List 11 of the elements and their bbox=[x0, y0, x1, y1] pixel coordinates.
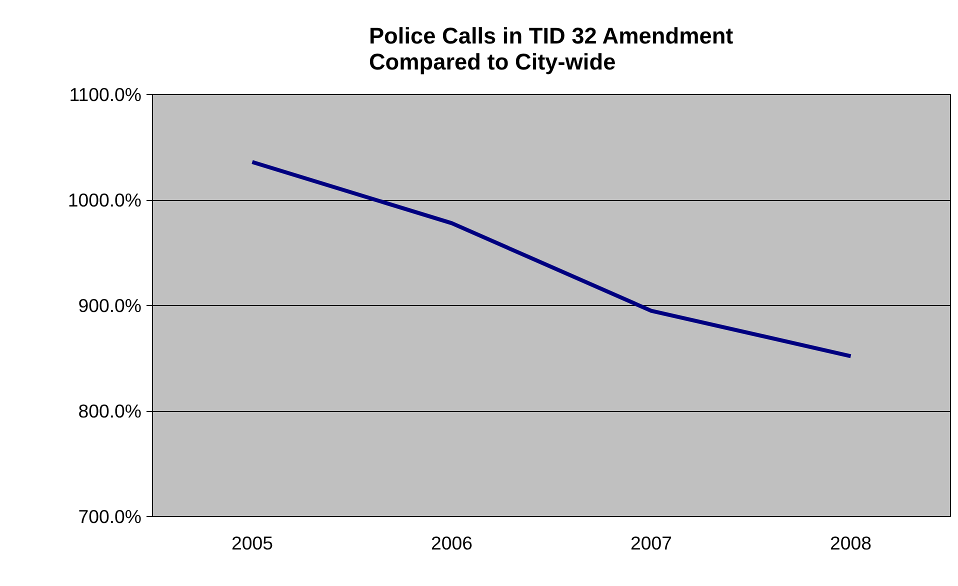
x-tick-label: 2008 bbox=[830, 532, 872, 554]
y-tick-label: 1000.0% bbox=[68, 190, 142, 210]
x-tick-label: 2007 bbox=[630, 532, 672, 554]
x-tick-label: 2006 bbox=[431, 532, 473, 554]
line-series bbox=[250, 160, 853, 358]
x-tick-label: 2005 bbox=[232, 532, 274, 554]
y-tick-label: 1100.0% bbox=[69, 84, 142, 105]
y-tick-label: 700.0% bbox=[78, 506, 142, 527]
y-tick-label: 800.0% bbox=[78, 400, 142, 422]
chart-title: Police Calls in TID 32 Amendment Compared to City-wide bbox=[368, 22, 734, 74]
y-tick-label: 900.0% bbox=[78, 295, 142, 316]
